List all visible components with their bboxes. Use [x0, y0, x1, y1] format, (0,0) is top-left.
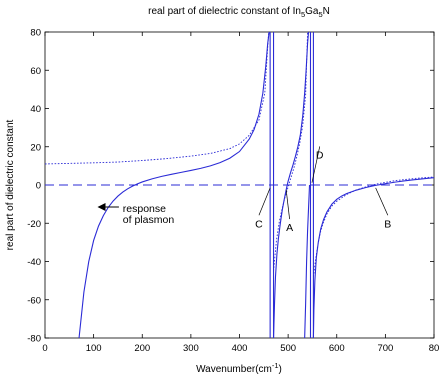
y-tick-label: 60 — [30, 66, 41, 77]
y-tick-label: 80 — [30, 28, 41, 39]
series-dotted-line-2 — [312, 176, 434, 277]
annotation-label-b: B — [384, 218, 391, 230]
series-solid-line-3 — [312, 177, 434, 338]
annotation-leader-c — [258, 187, 271, 216]
x-tick-label: 600 — [329, 343, 345, 354]
x-tick-label: 100 — [86, 343, 102, 354]
y-tick-label: -20 — [27, 219, 41, 230]
series-solid-line-0 — [78, 32, 271, 338]
axis-ticks: 0 100 200 300 400 500 600 700 80 -80 -60 -40 -20 0 20 4… — [27, 28, 439, 355]
y-tick-label: 40 — [30, 104, 41, 115]
x-tick-label: 80 — [429, 343, 440, 354]
annotation-leader-b — [375, 187, 389, 216]
series-dotted-line-0 — [45, 32, 270, 165]
x-axis-label: Wavenumber(cm-1) — [196, 361, 282, 375]
series-solid-line-2 — [272, 32, 310, 338]
x-tick-label: 300 — [183, 343, 199, 354]
series-group — [45, 32, 434, 338]
annotation-leader-d — [311, 146, 321, 183]
x-tick-label: 0 — [42, 343, 47, 354]
y-tick-label: 20 — [30, 142, 41, 153]
annotation-label-c: C — [255, 218, 263, 230]
series-solid-line-1 — [304, 184, 311, 338]
annotation-label-d: D — [316, 149, 324, 161]
x-tick-label: 200 — [134, 343, 150, 354]
y-tick-label: -40 — [27, 257, 41, 268]
y-axis-label: real part of dielectric constant — [5, 119, 16, 250]
plasmon-annotation-line-1: of plasmon — [123, 214, 175, 226]
plasmon-annotation-line-0: response — [123, 203, 166, 215]
y-tick-label: 0 — [36, 181, 41, 192]
annotation-label-a: A — [286, 222, 293, 234]
chart-title: real part of dielectric constant of In5G… — [148, 6, 330, 19]
x-tick-label: 700 — [377, 343, 393, 354]
series-dotted-line-1 — [273, 32, 309, 272]
annotation-leader-a — [285, 189, 290, 220]
y-tick-label: -60 — [27, 295, 41, 306]
x-tick-label: 500 — [280, 343, 296, 354]
y-tick-label: -80 — [27, 334, 41, 345]
x-tick-label: 400 — [232, 343, 248, 354]
